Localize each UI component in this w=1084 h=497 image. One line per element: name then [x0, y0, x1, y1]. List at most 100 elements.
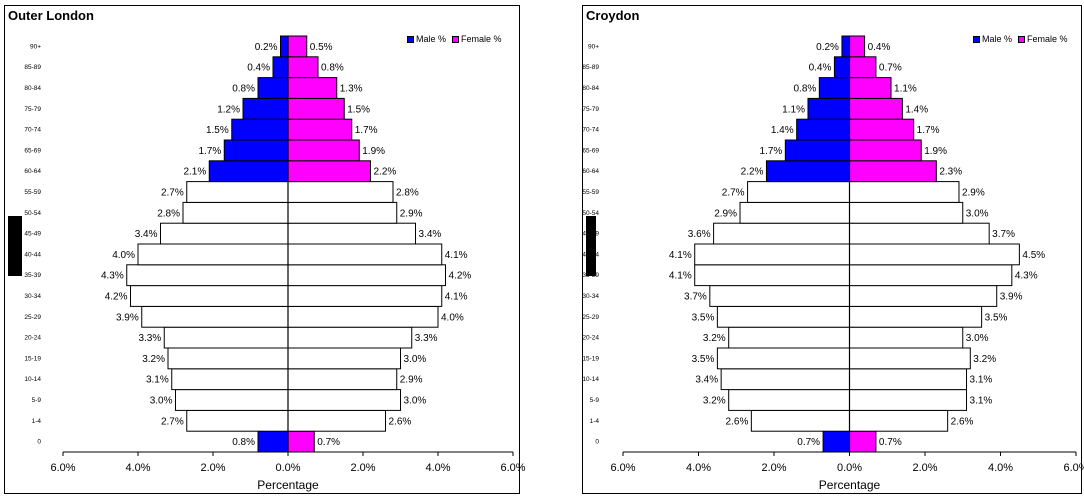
x-tick-label: 2.0%	[912, 462, 937, 474]
bar-female-80-84	[287, 77, 338, 99]
bar-male-40-44	[137, 243, 289, 266]
data-label-male: 2.1%	[183, 167, 206, 178]
category-label: 90+	[30, 43, 41, 50]
legend-label-female: Female %	[461, 34, 502, 44]
bar-male-55-59	[747, 181, 850, 203]
chart-outer-london: Outer London Male % Female % 0 0.8% 0.7% 1-…	[4, 5, 526, 494]
data-label-male: 0.2%	[255, 42, 278, 53]
data-label-female: 1.1%	[894, 84, 917, 95]
bar-female-25-29	[287, 305, 439, 328]
bar-female-40-44	[287, 243, 443, 266]
data-label-female: 2.9%	[400, 375, 423, 386]
legend-item-male: Male %	[407, 34, 446, 44]
chart-croydon: Croydon Male % Female % 0 0.7% 0.7% 1-4 2.6%…	[582, 5, 1084, 494]
category-label: 5-9	[590, 397, 600, 404]
data-label-female: 0.7%	[317, 437, 340, 448]
data-label-female: 1.9%	[362, 146, 385, 157]
data-label-male: 2.7%	[722, 188, 745, 199]
data-label-male: 3.1%	[146, 375, 169, 386]
data-label-male: 1.7%	[760, 146, 783, 157]
data-label-male: 4.1%	[669, 271, 692, 282]
data-label-female: 3.4%	[419, 229, 442, 240]
bar-female-0	[287, 430, 315, 453]
data-label-female: 2.6%	[951, 416, 974, 427]
data-label-female: 4.1%	[445, 250, 468, 261]
bar-female-1-4	[287, 409, 386, 432]
bar-female-30-34	[849, 285, 998, 307]
data-label-female: 0.8%	[321, 63, 344, 74]
bar-male-0	[257, 430, 289, 453]
category-label: 70-74	[582, 127, 599, 134]
x-axis-label: Percentage	[819, 478, 881, 492]
data-label-male: 2.9%	[714, 208, 737, 219]
data-label-male: 3.7%	[684, 292, 707, 303]
data-label-female: 0.7%	[879, 437, 902, 448]
category-label: 25-29	[582, 314, 599, 321]
legend-swatch-male	[973, 35, 980, 43]
chart-title: Outer London	[8, 8, 94, 23]
bar-female-25-29	[849, 305, 983, 328]
bar-male-65-69	[784, 139, 850, 162]
pyramid-plot: 0 0.7% 0.7% 1-4 2.6% 2.6% 5-9 3.2% 3.1% 10-14 3.4%…	[582, 35, 1084, 492]
bar-male-35-39	[694, 264, 850, 287]
data-label-male: 0.4%	[809, 63, 832, 74]
data-label-female: 3.0%	[966, 333, 989, 344]
data-label-male: 3.6%	[688, 229, 711, 240]
data-label-female: 0.7%	[879, 63, 902, 74]
data-label-female: 3.0%	[404, 396, 427, 407]
data-label-female: 3.9%	[1000, 292, 1023, 303]
data-label-female: 4.3%	[1015, 271, 1038, 282]
data-label-female: 3.1%	[970, 375, 993, 386]
data-label-male: 2.2%	[741, 167, 764, 178]
data-label-female: 1.3%	[340, 84, 363, 95]
data-label-male: 0.8%	[794, 84, 817, 95]
category-label: 5-9	[32, 397, 42, 404]
bar-female-1-4	[849, 409, 949, 432]
data-label-male: 3.2%	[703, 396, 726, 407]
data-label-male: 3.2%	[703, 333, 726, 344]
category-label: 65-69	[24, 147, 41, 154]
bar-male-70-74	[231, 118, 289, 141]
category-label: 85-89	[24, 64, 41, 71]
x-tick-label: 6.0%	[1063, 462, 1084, 474]
category-label: 15-19	[24, 355, 41, 362]
data-label-male: 4.2%	[105, 292, 128, 303]
legend-label-male: Male %	[416, 34, 447, 44]
bar-female-35-39	[287, 264, 446, 287]
category-label: 25-29	[24, 314, 41, 321]
x-tick-label: 2.0%	[350, 462, 375, 474]
bar-female-70-74	[849, 118, 915, 141]
data-label-male: 1.4%	[771, 125, 794, 136]
data-label-male: 3.0%	[150, 396, 173, 407]
black-marker-block	[8, 216, 22, 276]
bar-female-30-34	[287, 285, 443, 307]
bar-female-0	[849, 430, 877, 453]
pyramid-plot: 0 0.8% 0.7% 1-4 2.7% 2.6% 5-9 3.0% 3.0% 10-14 3.1%…	[24, 35, 526, 492]
data-label-male: 0.2%	[816, 42, 839, 53]
bar-male-45-49	[713, 222, 850, 245]
bar-female-40-44	[849, 243, 1020, 266]
x-tick-label: 6.0%	[50, 462, 75, 474]
bar-female-5-9	[849, 389, 968, 411]
data-label-male: 2.7%	[161, 416, 184, 427]
bar-female-45-49	[287, 222, 416, 245]
data-label-female: 4.2%	[449, 271, 472, 282]
legend-swatch-female	[1018, 35, 1026, 43]
data-label-female: 2.3%	[939, 167, 962, 178]
data-label-female: 2.9%	[400, 208, 423, 219]
data-label-male: 4.1%	[669, 250, 692, 261]
bar-male-15-19	[167, 347, 289, 370]
bar-female-35-39	[849, 264, 1013, 287]
bar-male-90+	[280, 35, 289, 58]
x-tick-label: 4.0%	[686, 462, 711, 474]
data-label-female: 4.5%	[1022, 250, 1045, 261]
bar-female-75-79	[287, 97, 345, 120]
data-label-female: 1.7%	[355, 125, 378, 136]
data-label-male: 1.5%	[206, 125, 229, 136]
bar-male-10-14	[171, 368, 289, 391]
chart-title: Croydon	[586, 8, 640, 23]
x-tick-label: 0.0%	[837, 462, 862, 474]
data-label-male: 0.8%	[232, 84, 255, 95]
chart-legend: Male % Female %	[973, 34, 1071, 44]
bar-male-5-9	[175, 389, 289, 411]
